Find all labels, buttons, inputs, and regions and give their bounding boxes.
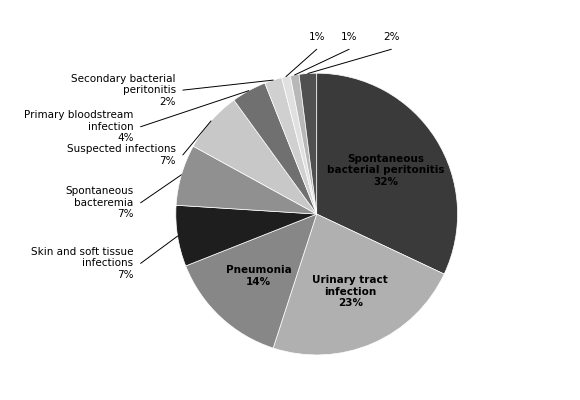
Text: Spontaneous
bacterial peritonitis
32%: Spontaneous bacterial peritonitis 32% — [327, 154, 444, 187]
Wedge shape — [282, 76, 317, 214]
Wedge shape — [273, 214, 444, 355]
Text: Pneumonia
14%: Pneumonia 14% — [226, 265, 292, 286]
Text: 1%: 1% — [341, 32, 357, 42]
Text: Skin and soft tissue
infections
7%: Skin and soft tissue infections 7% — [31, 247, 133, 280]
Text: Spontaneous
bacteremia
7%: Spontaneous bacteremia 7% — [66, 186, 133, 220]
Text: 2%: 2% — [383, 32, 400, 42]
Wedge shape — [193, 100, 317, 214]
Wedge shape — [176, 205, 317, 266]
Wedge shape — [234, 83, 317, 214]
Text: 1%: 1% — [309, 32, 325, 42]
Wedge shape — [317, 73, 458, 274]
Wedge shape — [176, 146, 317, 214]
Wedge shape — [265, 78, 317, 214]
Text: Suspected infections
7%: Suspected infections 7% — [67, 144, 176, 166]
Text: Secondary bacterial
peritonitis
2%: Secondary bacterial peritonitis 2% — [71, 74, 176, 107]
Wedge shape — [291, 74, 317, 214]
Wedge shape — [186, 214, 317, 348]
Wedge shape — [299, 73, 317, 214]
Text: Primary bloodstream
infection
4%: Primary bloodstream infection 4% — [24, 110, 133, 143]
Text: Urinary tract
infection
23%: Urinary tract infection 23% — [313, 275, 388, 308]
